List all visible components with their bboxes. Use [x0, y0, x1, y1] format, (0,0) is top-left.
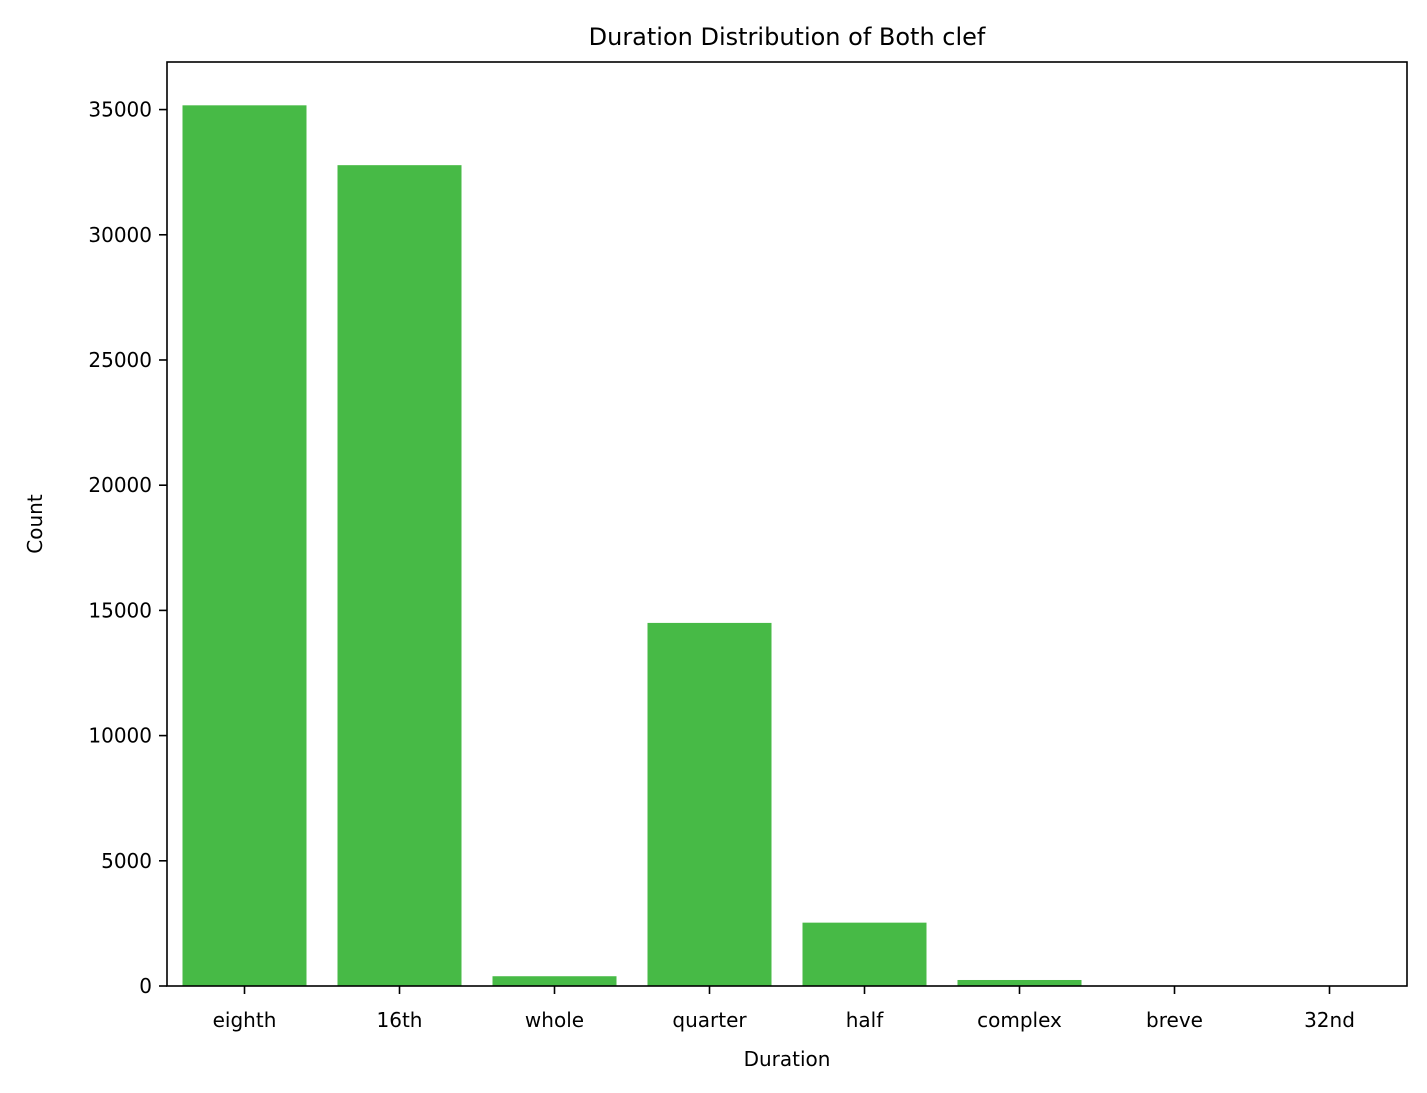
x-tick-label: 32nd	[1304, 1008, 1355, 1032]
y-axis-label: Count	[23, 494, 47, 554]
x-tick-label: eighth	[213, 1008, 277, 1032]
bar-quarter	[647, 622, 772, 986]
y-tick-label: 0	[139, 974, 152, 998]
x-tick-label: breve	[1146, 1008, 1203, 1032]
y-tick-label: 35000	[88, 98, 152, 122]
x-tick-label: whole	[525, 1008, 584, 1032]
x-axis-ticks: eighth 16th whole quarter half complex breve 32…	[213, 986, 1355, 1032]
bar-half	[802, 922, 927, 986]
plot-frame	[166, 61, 1408, 987]
x-tick-label: half	[846, 1008, 884, 1032]
y-tick-label: 25000	[88, 348, 152, 372]
y-axis-ticks: 0 5000 10000 15000 20000 25000 30000 35000	[88, 98, 167, 998]
chart-title: Duration Distribution of Both clef	[589, 23, 986, 51]
y-tick-label: 5000	[101, 849, 152, 873]
bar-complex	[957, 979, 1082, 986]
y-tick-label: 15000	[88, 598, 152, 622]
y-tick-label: 10000	[88, 724, 152, 748]
x-tick-label: 16th	[377, 1008, 423, 1032]
y-tick-label: 30000	[88, 223, 152, 247]
x-tick-label: complex	[977, 1008, 1062, 1032]
x-axis-label: Duration	[744, 1047, 831, 1071]
bar-16th	[337, 165, 462, 986]
x-tick-label: quarter	[672, 1008, 747, 1032]
bar-eighth	[182, 105, 307, 987]
y-tick-label: 20000	[88, 473, 152, 497]
bar-whole	[492, 976, 617, 986]
bars-group	[182, 105, 1392, 987]
